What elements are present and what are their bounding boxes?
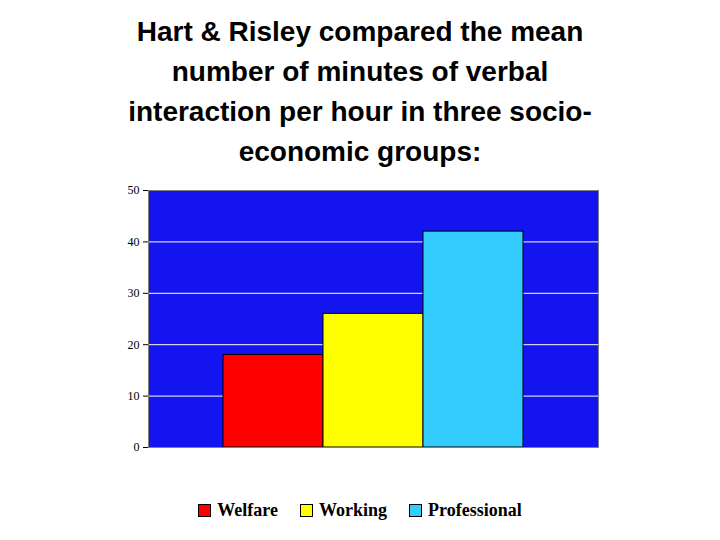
- svg-text:40: 40: [128, 235, 140, 249]
- html-text:Working: Working: [319, 500, 387, 520]
- html-text:Welfare: Welfare: [217, 500, 278, 520]
- svg-text:10: 10: [128, 389, 140, 403]
- html-text:Hart & Risley compared the mea: Hart & Risley compared the mean number o…: [128, 16, 592, 167]
- svg-text:0: 0: [134, 440, 140, 454]
- svg-text:20: 20: [128, 338, 140, 352]
- html-text:Professional: Professional: [428, 500, 522, 520]
- svg-text:50: 50: [128, 183, 140, 197]
- svg-text:30: 30: [128, 286, 140, 300]
